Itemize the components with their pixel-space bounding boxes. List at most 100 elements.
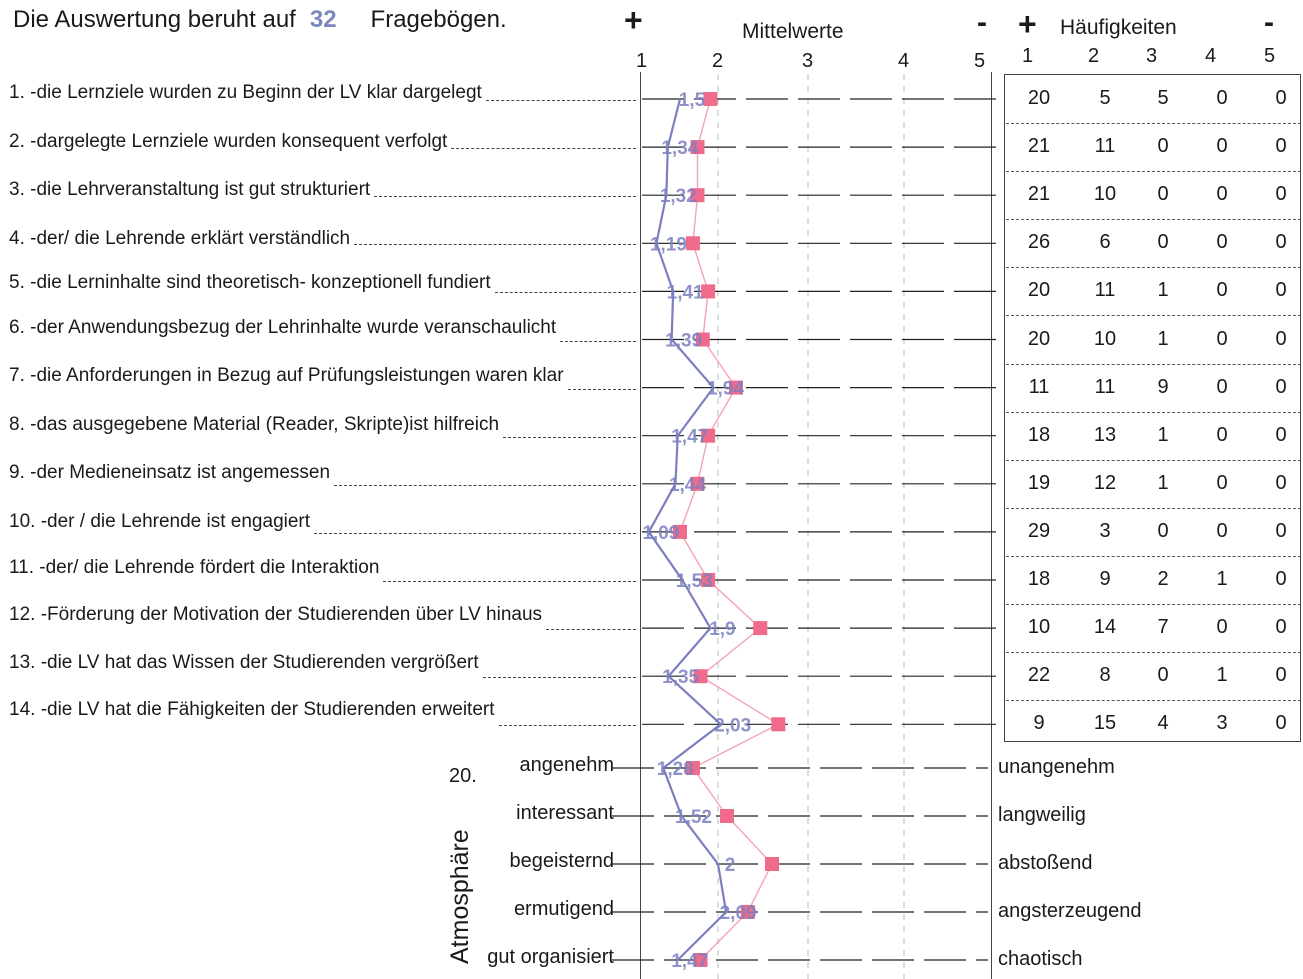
question-label: 2. -dargelegte Lernziele wurden konseque… [9, 131, 448, 152]
mean-marker [753, 621, 768, 636]
mean-value-label: 2,09 [720, 903, 757, 924]
question-label: 12. -Förderung der Motivation der Studie… [9, 604, 543, 625]
question-label: 14. -die LV hat die Fähigkeiten der Stud… [9, 699, 495, 720]
question-leader-line [560, 340, 636, 342]
freq-cell: 0 [1275, 375, 1287, 398]
freq-cell: 1 [1216, 568, 1228, 590]
freq-row-separator [1006, 604, 1301, 605]
mean-marker [693, 953, 708, 967]
freq-cell: 10 [1093, 327, 1117, 350]
mean-marker [685, 761, 700, 775]
freq-cell: 0 [1216, 519, 1228, 542]
freq-cell: 11 [1094, 279, 1116, 302]
mean-value-label: 1,09 [642, 523, 679, 544]
question-label: 3. -die Lehrveranstaltung ist gut strukt… [9, 179, 371, 200]
freq-row-separator [1006, 652, 1301, 654]
semantic-left-label: begeisternd [509, 850, 614, 872]
semantic-right-label: langweilig [998, 804, 1086, 826]
question-leader-line [383, 581, 636, 582]
freq-cell: 0 [1216, 375, 1228, 398]
question-leader-line [503, 436, 636, 438]
freq-row-separator [1006, 411, 1301, 413]
freq-scale-5: 5 [1264, 45, 1276, 67]
freq-cell: 0 [1275, 279, 1287, 302]
mean-value-label: 1,19 [650, 234, 687, 255]
mean-marker [690, 188, 705, 203]
question-label: 7. -die Anforderungen in Bezug auf Prüfu… [9, 365, 564, 386]
question-leader-line [482, 677, 636, 679]
freq-cell: 18 [1027, 423, 1051, 446]
question-leader-line [546, 629, 636, 631]
freq-row-separator [1006, 507, 1301, 509]
freq-cell: 26 [1027, 231, 1051, 254]
semantic-right-label: chaotisch [998, 948, 1083, 970]
mean-value-label: 2,03 [714, 715, 751, 736]
mean-value-label: 1,5 [679, 90, 706, 111]
freq-cell: 0 [1216, 327, 1228, 350]
mean-marker [765, 857, 779, 871]
freq-cell: 2 [1157, 568, 1169, 590]
question-label: 8. -das ausgegebene Material (Reader, Sk… [9, 414, 500, 435]
mean-value-label: 1,9 [709, 619, 735, 640]
freq-row-separator [1006, 219, 1301, 221]
means-scale-3: 3 [802, 50, 814, 72]
freq-minus-sign: - [1264, 6, 1274, 39]
question-label: 9. -der Medieneinsatz ist angemessen [9, 462, 331, 483]
semantic-right-label: abstoßend [998, 852, 1093, 874]
question-leader-line [485, 100, 636, 101]
freq-cell: 0 [1157, 183, 1169, 206]
mean-value-label: 1,53 [676, 571, 713, 592]
semantic-left-label: gut organisiert [487, 946, 614, 968]
freq-cell: 1 [1157, 423, 1169, 446]
freq-cell: 20 [1027, 279, 1051, 302]
freq-cell: 0 [1216, 87, 1228, 109]
mean-value-label: 1,28 [657, 759, 694, 780]
question-leader-line [494, 292, 636, 294]
question-leader-line [314, 532, 636, 534]
freq-row-separator [1006, 700, 1301, 702]
freq-row-separator [1006, 555, 1301, 557]
freq-cell: 0 [1157, 135, 1169, 158]
question-label: 13. -die LV hat das Wissen der Studieren… [9, 652, 479, 673]
question-leader-line [567, 388, 636, 390]
freq-scale-4: 4 [1205, 45, 1217, 67]
question-label: 1. -die Lernziele wurden zu Beginn der L… [9, 82, 482, 103]
freq-cell: 0 [1157, 231, 1169, 254]
mean-marker [695, 332, 710, 347]
freq-scale-3: 3 [1146, 45, 1158, 67]
mean-marker [685, 236, 700, 251]
means-scale-4: 4 [898, 50, 910, 72]
question-leader-line [354, 244, 636, 246]
freq-cell: 0 [1157, 664, 1169, 687]
question-label: 11. -der/ die Lehrende fördert die Inter… [9, 557, 380, 578]
mean-marker [703, 92, 718, 106]
mean-value-label: 1,44 [669, 475, 706, 496]
mean-value-label: 1,41 [667, 282, 704, 303]
freq-cell: 1 [1157, 471, 1169, 494]
mean-marker [690, 140, 705, 155]
freq-cell: 5 [1157, 87, 1169, 109]
semantic-right-label: angsterzeugend [998, 900, 1142, 922]
semantic-left-label: angenehm [519, 754, 614, 776]
freq-plus-sign: + [1018, 6, 1037, 42]
mean-marker [740, 905, 755, 919]
question-leader-line [498, 725, 636, 727]
freq-cell: 0 [1275, 712, 1287, 735]
freq-cell: 12 [1093, 471, 1117, 494]
freq-cell: 18 [1027, 568, 1051, 590]
freq-row-separator [1006, 267, 1301, 269]
mean-value-label: 1,94 [707, 379, 744, 400]
freq-cell: 0 [1275, 135, 1287, 158]
means-scale-2: 2 [712, 50, 724, 72]
means-scale-1: 1 [636, 50, 648, 72]
question-leader-line [451, 148, 636, 150]
freq-cell: 0 [1275, 183, 1287, 206]
mean-value-label: 1,39 [665, 331, 702, 352]
freq-cell: 0 [1275, 423, 1287, 446]
mean-value-label: 1,34 [661, 138, 698, 159]
mean-value-label: 1,47 [671, 427, 708, 448]
freq-cell: 22 [1027, 664, 1051, 687]
question-label: 10. -der / die Lehrende ist engagiert [9, 511, 311, 532]
mean-marker [701, 573, 716, 587]
